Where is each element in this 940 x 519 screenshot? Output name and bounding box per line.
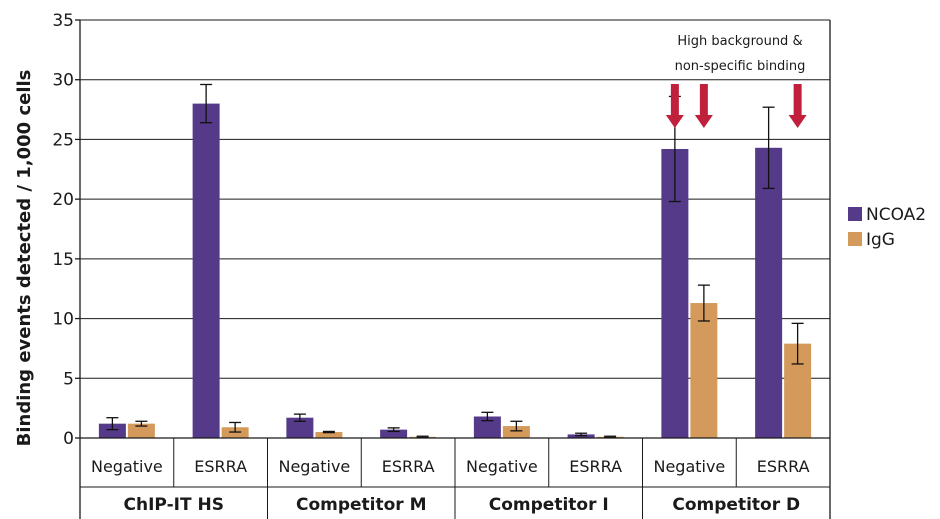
error-bar <box>791 322 804 365</box>
annotation-arrow-head <box>788 115 807 128</box>
annotation-arrow-shaft <box>699 84 708 116</box>
x-category-label: Negative <box>278 457 350 476</box>
legend: NCOA2 IgG <box>848 205 926 250</box>
bar-igg <box>315 432 343 438</box>
y-tick-label: 35 <box>52 11 74 31</box>
annotation-arrow-head <box>665 115 684 128</box>
y-axis-title: Binding events detected / 1,000 cells <box>14 70 35 447</box>
bar-ncoa2 <box>755 147 783 438</box>
y-tick-label: 30 <box>52 71 74 91</box>
y-tick-label: 15 <box>52 250 74 270</box>
y-tick-label: 10 <box>52 310 74 330</box>
x-category-label: Negative <box>91 457 163 476</box>
error-bar <box>510 420 523 432</box>
error-bar <box>322 430 335 434</box>
error-bar <box>604 435 617 439</box>
error-bar <box>481 411 494 422</box>
annotation: High background & non-specific binding <box>665 34 807 128</box>
bar-ncoa2 <box>98 423 126 438</box>
annotation-arrow-head <box>694 115 713 128</box>
x-group-label: ChIP-IT HS <box>124 495 224 515</box>
error-bar <box>762 106 775 190</box>
legend-label-ncoa2: NCOA2 <box>866 205 926 225</box>
y-tick-label: 5 <box>63 369 74 389</box>
error-bar <box>387 427 400 433</box>
error-bar <box>106 417 119 431</box>
axis-labels: 0 5 10 15 20 25 30 35 Negative ESRRA Negative ESRRA… <box>52 11 809 515</box>
y-tick-label: 25 <box>52 130 74 150</box>
bar-ncoa2 <box>192 103 220 438</box>
x-category-label: ESRRA <box>382 457 435 476</box>
legend-swatch-ncoa2 <box>848 207 862 221</box>
error-bar <box>135 420 148 427</box>
bar-ncoa2 <box>380 429 408 438</box>
x-category-label: Negative <box>466 457 538 476</box>
x-category-label: Negative <box>653 457 725 476</box>
bars <box>98 83 812 439</box>
y-tick-label: 20 <box>52 190 74 210</box>
annotation-line-2: non-specific binding <box>675 59 806 74</box>
bar-igg <box>502 426 530 438</box>
legend-swatch-igg <box>848 232 862 246</box>
x-category-label: ESRRA <box>569 457 622 476</box>
x-group-label: Competitor M <box>296 495 427 515</box>
axes <box>75 19 831 519</box>
error-bar <box>293 413 306 422</box>
bar-ncoa2 <box>473 416 501 438</box>
annotation-arrow-shaft <box>670 84 679 116</box>
bar-igg <box>127 423 155 438</box>
error-bar <box>416 435 429 439</box>
annotation-line-1: High background & <box>677 34 802 49</box>
legend-label-igg: IgG <box>866 230 895 250</box>
y-tick-label: 0 <box>63 429 74 449</box>
error-bar <box>200 83 213 124</box>
error-bar <box>697 284 710 322</box>
x-category-label: ESRRA <box>757 457 810 476</box>
bar-ncoa2 <box>286 417 314 438</box>
x-group-label: Competitor I <box>489 495 609 515</box>
error-bar <box>575 432 588 437</box>
x-group-label: Competitor D <box>672 495 800 515</box>
error-bar <box>229 421 242 433</box>
annotation-arrow-shaft <box>793 84 802 116</box>
bar-igg <box>690 303 718 438</box>
x-category-label: ESRRA <box>194 457 247 476</box>
